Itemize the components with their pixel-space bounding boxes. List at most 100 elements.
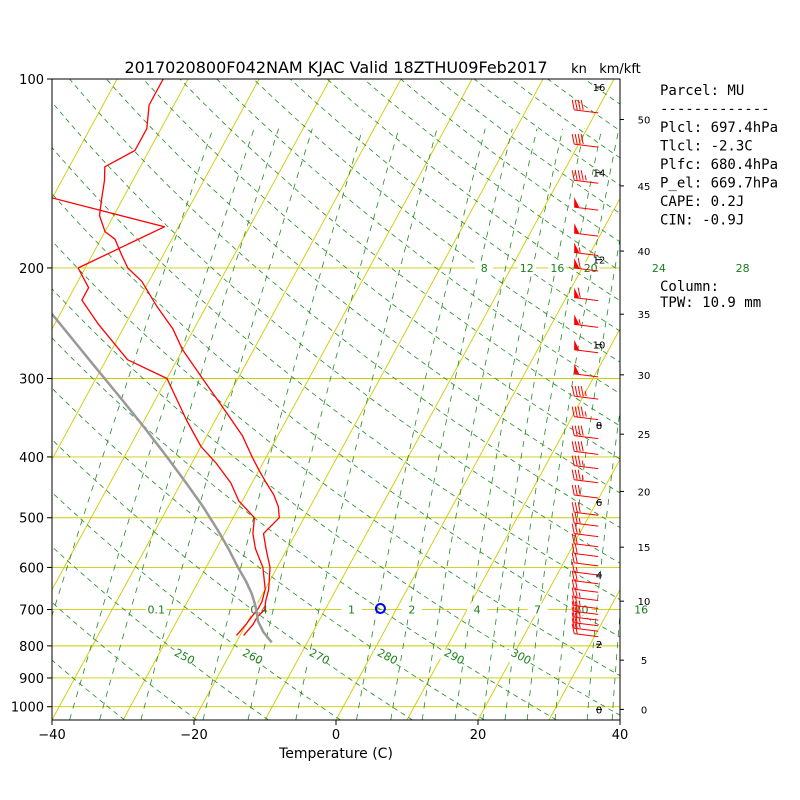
wind-barb-full <box>571 134 575 145</box>
column-info-line: TPW: 10.9 mm <box>660 295 761 311</box>
mixing-ratio-line <box>52 128 214 617</box>
mixing-ratio-label-bg <box>146 603 167 616</box>
adiabat-label-bg <box>170 649 195 662</box>
isotherm-line <box>122 79 473 720</box>
wind-barb-staff <box>574 267 599 272</box>
isotherm-line <box>0 79 46 720</box>
mixing-ratio-line <box>356 128 486 720</box>
wind-barb-half <box>578 600 581 606</box>
wind-barb-half <box>584 175 587 181</box>
wind-barb-full <box>571 533 575 544</box>
km-tick-label: 12 <box>593 256 606 267</box>
dry-adiabat-line <box>52 337 557 720</box>
mixing-ratio-label: 2 <box>408 603 415 616</box>
km-tick-label: 2 <box>596 640 602 651</box>
mixing-ratio-line <box>454 128 564 720</box>
mixing-ratio-label-bg <box>649 261 668 274</box>
wind-barb-full <box>580 441 584 452</box>
wind-barb-staff <box>574 232 599 237</box>
plot-frame <box>51 78 621 721</box>
wind-barb-staff <box>574 373 599 378</box>
wind-barb-staff <box>574 494 599 499</box>
pressure-tick-label: 100 <box>19 73 44 88</box>
chart-title: 2017020800F042NAM KJAC Valid 18ZTHU09Feb… <box>124 58 547 77</box>
km-kft-axis-label: km/kft <box>599 62 641 77</box>
wind-barb <box>571 601 599 615</box>
wind-barb-staff <box>574 605 599 610</box>
wind-barb-full <box>571 455 575 466</box>
isotherm-line <box>406 327 620 720</box>
mixing-ratio-line <box>390 128 513 720</box>
wind-barb-full <box>574 612 578 623</box>
dry-adiabat-line <box>52 101 620 564</box>
wind-barb-pennant <box>574 339 580 350</box>
wind-barb <box>571 587 599 602</box>
km-tick-label: 14 <box>593 169 606 180</box>
wind-barb-full <box>577 484 581 496</box>
wind-barb-full <box>571 587 575 598</box>
wind-barb-full <box>571 601 575 612</box>
wind-barb-pennant <box>574 197 580 208</box>
kft-tick-label: 0 <box>641 705 647 716</box>
wind-barb-half <box>578 528 581 534</box>
mixing-ratio-line <box>140 128 313 720</box>
mixing-ratio-label-bg <box>527 603 548 616</box>
mixing-ratio-label-bg <box>733 261 752 274</box>
wind-barb-half <box>578 592 581 598</box>
wind-barb-staff <box>574 143 599 148</box>
wind-barb-full <box>571 561 575 573</box>
mixing-ratio-line <box>421 128 538 720</box>
wind-barb <box>571 441 599 455</box>
wind-barb-half <box>578 319 581 325</box>
wind-barb <box>571 607 599 621</box>
parcel-info-line: ------------- <box>660 102 770 118</box>
wind-barb-half <box>584 390 587 397</box>
dry-adiabat-label: 280 <box>375 646 400 667</box>
wind-barb-staff <box>574 450 599 455</box>
dry-adiabat-line <box>52 193 620 638</box>
wind-barb-full <box>577 99 581 110</box>
wind-barb <box>571 579 599 593</box>
wind-barb <box>574 363 599 378</box>
wind-barb <box>574 287 599 302</box>
wind-barb-full <box>571 425 575 436</box>
wind-barb-full <box>574 601 578 612</box>
mixing-ratio-line <box>554 236 620 720</box>
dry-adiabat-line <box>52 718 53 720</box>
wind-barb-half <box>575 566 578 573</box>
wind-barb <box>574 197 599 211</box>
wind-barb-full <box>577 287 581 298</box>
wind-barb-full <box>571 484 575 496</box>
wind-barb-half <box>578 612 581 618</box>
parcel-info-line: CIN: -0.9J <box>660 213 744 229</box>
wind-barb-full <box>574 533 578 544</box>
wind-barb-full <box>574 523 578 534</box>
mixing-ratio-label: 0.1 <box>147 603 165 616</box>
isotherm-line <box>52 79 118 200</box>
wind-barb <box>571 595 599 610</box>
dry-adiabat-line <box>326 79 620 302</box>
dewpoint-line <box>52 197 266 636</box>
wind-barb <box>571 385 599 400</box>
wind-barb-half <box>578 247 581 253</box>
pressure-tick-label: 800 <box>19 640 44 655</box>
axes: −40 −20 0 20 4010020030040050060070080090010… <box>11 73 650 743</box>
wind-barb-half <box>578 617 581 623</box>
wind-barb-pennant <box>574 363 580 374</box>
parcel-info-panel: Parcel: MU ------------- Plcl: 697.4hPa Tlc… <box>660 83 778 229</box>
kft-tick-label: 20 <box>638 487 651 498</box>
wind-barb-staff <box>574 465 599 470</box>
mixing-ratio-label-bg <box>341 603 362 616</box>
mixing-ratio-label: 4 <box>474 603 481 616</box>
wind-barb-full <box>574 170 578 181</box>
dry-adiabat-line <box>69 79 620 529</box>
parcel-info-line: Parcel: MU <box>660 83 744 99</box>
dry-adiabat-line <box>52 601 197 720</box>
wind-barb <box>571 552 599 567</box>
wind-barb-full <box>574 570 578 581</box>
wind-barb-pennant <box>574 257 580 268</box>
pressure-tick-label: 500 <box>19 512 44 527</box>
wind-barb-staff <box>574 533 599 538</box>
wind-barb <box>571 523 599 538</box>
